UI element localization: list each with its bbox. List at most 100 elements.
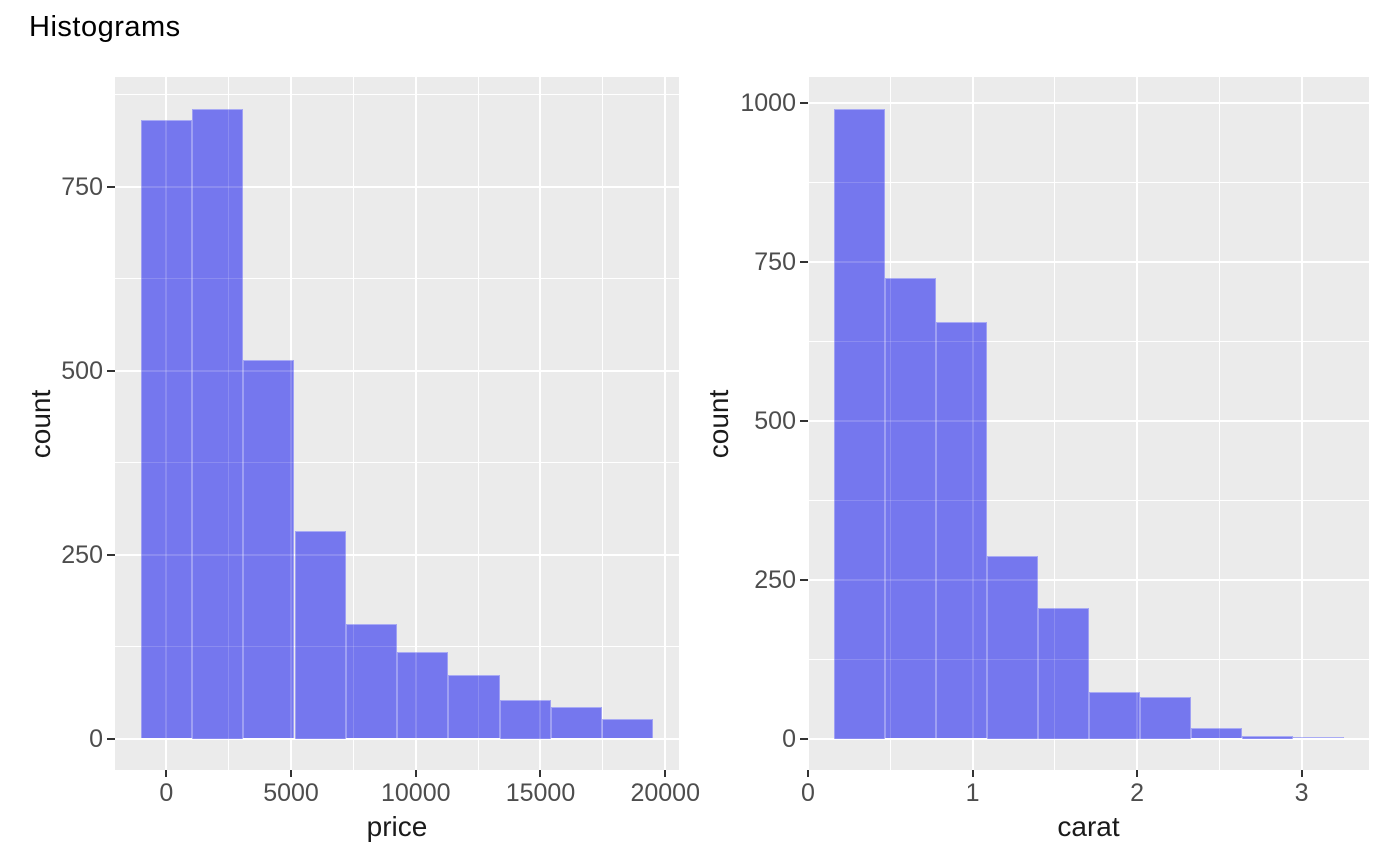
major-gridline-vertical — [807, 77, 809, 770]
x-axis-tick-mark — [971, 770, 974, 777]
major-gridline-horizontal — [808, 101, 1369, 104]
y-axis-tick-label: 0 — [89, 724, 103, 753]
plot-title: Histograms — [29, 11, 181, 43]
histogram-bar — [243, 360, 295, 739]
minor-gridline-horizontal — [808, 340, 1369, 342]
minor-gridline-horizontal — [115, 278, 679, 279]
minor-gridline-vertical — [1054, 77, 1056, 770]
histogram-bar — [397, 652, 449, 739]
x-axis-tick-label: 15000 — [505, 779, 576, 807]
carat-histogram-panel: carat count 0 1 2 3 0 250 500 750 1000 — [703, 77, 1369, 842]
minor-gridline-horizontal — [115, 646, 679, 647]
y-axis-tick-mark — [107, 185, 115, 188]
minor-gridline-vertical — [1218, 77, 1220, 770]
major-gridline-horizontal — [115, 185, 679, 188]
histogram-bar — [191, 108, 244, 739]
histogram-bar — [140, 120, 192, 739]
y-axis-tick-mark — [800, 578, 808, 581]
major-gridline-vertical — [539, 77, 542, 770]
x-axis-tick-label: 10000 — [380, 779, 451, 807]
major-gridline-horizontal — [115, 369, 679, 372]
y-axis-tick-mark — [107, 553, 115, 556]
major-gridline-vertical — [664, 77, 667, 770]
x-axis-tick-mark — [290, 770, 292, 777]
major-gridline-vertical — [290, 77, 292, 770]
y-axis-tick-label: 500 — [754, 406, 796, 435]
histogram-bar — [1088, 691, 1140, 739]
major-gridline-horizontal — [115, 369, 679, 372]
y-axis-tick-label: 750 — [61, 172, 103, 201]
x-axis-tick-label: 0 — [801, 779, 815, 807]
minor-gridline-horizontal — [808, 658, 1369, 660]
x-axis-tick-mark — [165, 770, 168, 777]
x-axis-tick-label: 3 — [1294, 779, 1309, 807]
minor-gridline-horizontal — [115, 94, 679, 96]
major-gridline-vertical — [1136, 77, 1139, 770]
major-gridline-vertical — [414, 77, 417, 770]
x-axis-tick-label: 20000 — [630, 779, 700, 807]
x-axis-tick-label: 1 — [965, 779, 980, 807]
minor-gridline-horizontal — [808, 181, 1369, 183]
price-plot-area: price count 0 5000 10000 15000 20000 0 250 500 7… — [25, 77, 700, 842]
x-axis-tick-label: 5000 — [263, 779, 319, 807]
minor-gridline-vertical — [602, 77, 604, 770]
major-gridline-horizontal — [808, 578, 1369, 581]
histogram-bar — [499, 699, 551, 739]
histogram-bar — [935, 322, 987, 739]
y-axis-tick-label: 750 — [754, 247, 796, 276]
y-axis-tick-mark — [800, 737, 808, 740]
minor-gridline-horizontal — [115, 646, 679, 647]
histogram-bar — [833, 108, 885, 739]
x-axis-tick-mark — [664, 770, 667, 777]
major-gridline-vertical — [165, 77, 168, 770]
minor-gridline-horizontal — [808, 499, 1369, 501]
y-axis-tick-label: 500 — [61, 356, 103, 385]
major-gridline-horizontal — [115, 553, 679, 556]
major-gridline-horizontal — [115, 737, 679, 740]
minor-gridline-horizontal — [808, 181, 1369, 183]
price-x-axis-title: price — [366, 811, 428, 842]
histogram-bar — [602, 718, 654, 739]
y-axis-tick-mark — [107, 737, 115, 740]
major-gridline-horizontal — [115, 737, 679, 740]
histogram-bar — [884, 278, 936, 739]
minor-gridline-horizontal — [808, 658, 1369, 660]
minor-gridline-vertical — [352, 77, 354, 770]
major-gridline-horizontal — [808, 578, 1369, 581]
carat-x-axis-title: carat — [1057, 811, 1120, 842]
y-axis-tick-mark — [800, 260, 808, 263]
minor-gridline-vertical — [477, 77, 479, 770]
major-gridline-vertical — [807, 77, 809, 770]
major-gridline-horizontal — [808, 419, 1369, 422]
x-axis-tick-label: 2 — [1130, 779, 1144, 807]
histogram-bar — [1037, 607, 1089, 739]
histogram-bar — [986, 556, 1038, 739]
x-axis-tick-mark — [807, 770, 809, 777]
minor-gridline-vertical — [352, 77, 354, 770]
minor-gridline-horizontal — [115, 462, 679, 463]
major-gridline-vertical — [1136, 77, 1139, 770]
major-gridline-vertical — [664, 77, 667, 770]
y-axis-tick-mark — [800, 419, 808, 422]
y-axis-tick-label: 0 — [782, 724, 796, 753]
major-gridline-vertical — [1300, 77, 1303, 770]
minor-gridline-vertical — [889, 77, 891, 770]
major-gridline-horizontal — [808, 101, 1369, 104]
minor-gridline-vertical — [477, 77, 479, 770]
histogram-bar — [294, 531, 346, 739]
minor-gridline-horizontal — [808, 340, 1369, 342]
y-axis-tick-mark — [800, 101, 808, 104]
x-axis-tick-mark — [539, 770, 542, 777]
y-axis-tick-label: 1000 — [740, 88, 796, 117]
minor-gridline-horizontal — [115, 94, 679, 96]
y-axis-tick-label: 250 — [754, 565, 796, 594]
major-gridline-vertical — [539, 77, 542, 770]
minor-gridline-horizontal — [115, 462, 679, 463]
major-gridline-horizontal — [808, 737, 1369, 740]
histogram-bar — [345, 623, 397, 739]
price-y-axis-title: count — [25, 389, 56, 458]
histogram-bar — [550, 706, 603, 739]
minor-gridline-vertical — [602, 77, 604, 770]
x-axis-tick-mark — [1300, 770, 1303, 777]
